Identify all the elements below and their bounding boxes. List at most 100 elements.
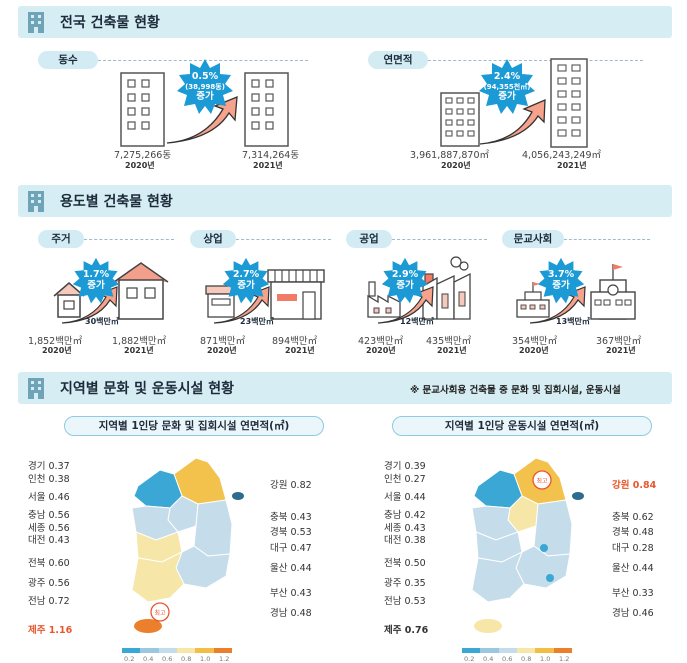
divider: [84, 239, 174, 240]
large-school-icon: [590, 264, 636, 320]
growth-arrow-icon: [529, 286, 586, 324]
region-chungbuk: 충북 0.62: [612, 512, 654, 523]
usage-2021-value: 1,882백만㎡: [112, 336, 167, 347]
divider: [428, 60, 643, 61]
legend-tick: 0.8: [521, 655, 532, 663]
region-gwangju: 광주 0.35: [384, 578, 426, 589]
area-label: 연면적: [368, 51, 428, 69]
region-gyeongbuk: 경북 0.48: [612, 527, 654, 538]
small-shop-icon: [205, 285, 237, 318]
growth-arrow-icon: [479, 98, 546, 145]
starburst-icon: [537, 257, 585, 304]
region-daegu: 대구 0.28: [612, 543, 654, 554]
region-gyeongnam: 경남 0.46: [612, 608, 654, 619]
region-gyeongnam: 경남 0.48: [270, 608, 312, 619]
usage-2021-value: 435백만㎡: [426, 336, 472, 347]
starburst-icon: [177, 59, 233, 114]
year-label: 2020년: [125, 161, 155, 170]
growth-arrow-icon: [166, 95, 238, 144]
region-chungnam: 충남 0.56: [28, 510, 70, 521]
increase-pct: 2.9%: [391, 269, 419, 280]
region-sejong: 세종 0.43: [384, 523, 426, 534]
starburst-icon: [479, 59, 535, 114]
increase-badge: 3.7% 증가: [537, 257, 585, 305]
region-gangwon: 강원 0.82: [270, 480, 312, 491]
small-house-icon: [53, 282, 85, 318]
legend-tick: 0.4: [143, 655, 154, 663]
region-jeonnam: 전남 0.53: [384, 596, 426, 607]
legend-tick: 0.4: [483, 655, 494, 663]
divider: [392, 239, 487, 240]
usage-2020-value: 423백만㎡: [358, 336, 404, 347]
year-label: 2021년: [253, 161, 283, 170]
increase-pct: 3.7%: [547, 269, 575, 280]
starburst-icon: [222, 257, 270, 304]
increase-word: 증가: [552, 280, 570, 291]
section-header-usage: 용도별 건축물 현황: [18, 185, 672, 217]
region-gyeongbuk: 경북 0.53: [270, 527, 312, 538]
legend-tick: 1.0: [540, 655, 551, 663]
year-label: 2020년: [42, 346, 72, 355]
increase-pct: 0.5%: [191, 71, 219, 82]
increase-pct: 2.7%: [232, 269, 260, 280]
year-label: 2020년: [519, 346, 549, 355]
section-header-regional: 지역별 문화 및 운동시설 현황: [18, 372, 672, 404]
year-label: 2021년: [557, 161, 587, 170]
divider: [98, 60, 308, 61]
large-shop-icon: [267, 269, 325, 320]
divider: [236, 239, 331, 240]
starburst-icon: [72, 257, 120, 304]
region-daejeon: 대전 0.38: [384, 535, 426, 546]
region-sejong: 세종 0.56: [28, 523, 70, 534]
usage-education-label: 문교사회: [502, 230, 564, 248]
increase-detail: (94,355천㎡): [483, 83, 531, 91]
region-jeju: 제주 1.16: [28, 625, 73, 636]
increase-badge: 2.9% 증가: [381, 257, 429, 305]
building-2020-icon: [440, 92, 480, 147]
legend-tick: 1.0: [200, 655, 211, 663]
usage-2020-value: 354백만㎡: [512, 336, 558, 347]
footnote: ※ 문교사회용 건축물 중 문화 및 집회시설, 운동시설: [410, 385, 621, 396]
year-label: 2021년: [124, 346, 154, 355]
increase-word: 증가: [196, 91, 214, 102]
small-factory-icon: [367, 281, 401, 318]
count-label: 동수: [38, 51, 98, 69]
building-2021-icon: [244, 72, 289, 147]
increase-pct: 1.7%: [82, 269, 110, 280]
section-title: 용도별 건축물 현황: [60, 194, 173, 210]
increase-word: 증가: [396, 280, 414, 291]
region-incheon: 인천 0.27: [384, 474, 426, 485]
year-label: 2020년: [366, 346, 396, 355]
increase-detail: (38,998동): [185, 83, 225, 91]
region-busan: 부산 0.33: [612, 588, 654, 599]
section-header-national: 전국 건축물 현황: [18, 6, 672, 38]
map-right-title: 지역별 1인당 운동시설 연면적(㎡): [392, 416, 652, 436]
korea-map-culture: 최고: [131, 457, 244, 633]
region-gyeonggi: 경기 0.37: [28, 461, 70, 472]
building-icon: [28, 12, 44, 33]
legend-tick: 0.2: [464, 655, 475, 663]
building-2020-icon: [120, 72, 165, 147]
region-ulsan: 울산 0.44: [270, 563, 312, 574]
count-2020-value: 7,275,266동: [114, 150, 172, 161]
building-icon: [28, 191, 44, 212]
region-daegu: 대구 0.47: [270, 543, 312, 554]
area-2021-value: 4,056,243,249㎡: [522, 150, 602, 161]
usage-2021-value: 367백만㎡: [596, 336, 642, 347]
usage-commercial-label: 상업: [190, 230, 236, 248]
region-seoul: 서울 0.46: [28, 492, 70, 503]
year-label: 2021년: [285, 346, 315, 355]
increase-badge: 2.7% 증가: [222, 257, 270, 305]
increase-amount: 13백만㎡: [556, 317, 590, 326]
increase-amount: 30백만㎡: [85, 317, 119, 326]
top-badge-text: 최고: [154, 609, 166, 617]
legend-tick: 0.2: [124, 655, 135, 663]
region-gyeonggi: 경기 0.39: [384, 461, 426, 472]
region-busan: 부산 0.43: [270, 588, 312, 599]
building-icon: [28, 378, 44, 399]
color-legend: [122, 648, 232, 653]
legend-tick: 1.2: [219, 655, 230, 663]
color-legend: [462, 648, 572, 653]
top-badge-text: 최고: [536, 477, 548, 485]
year-label: 2020년: [441, 161, 471, 170]
